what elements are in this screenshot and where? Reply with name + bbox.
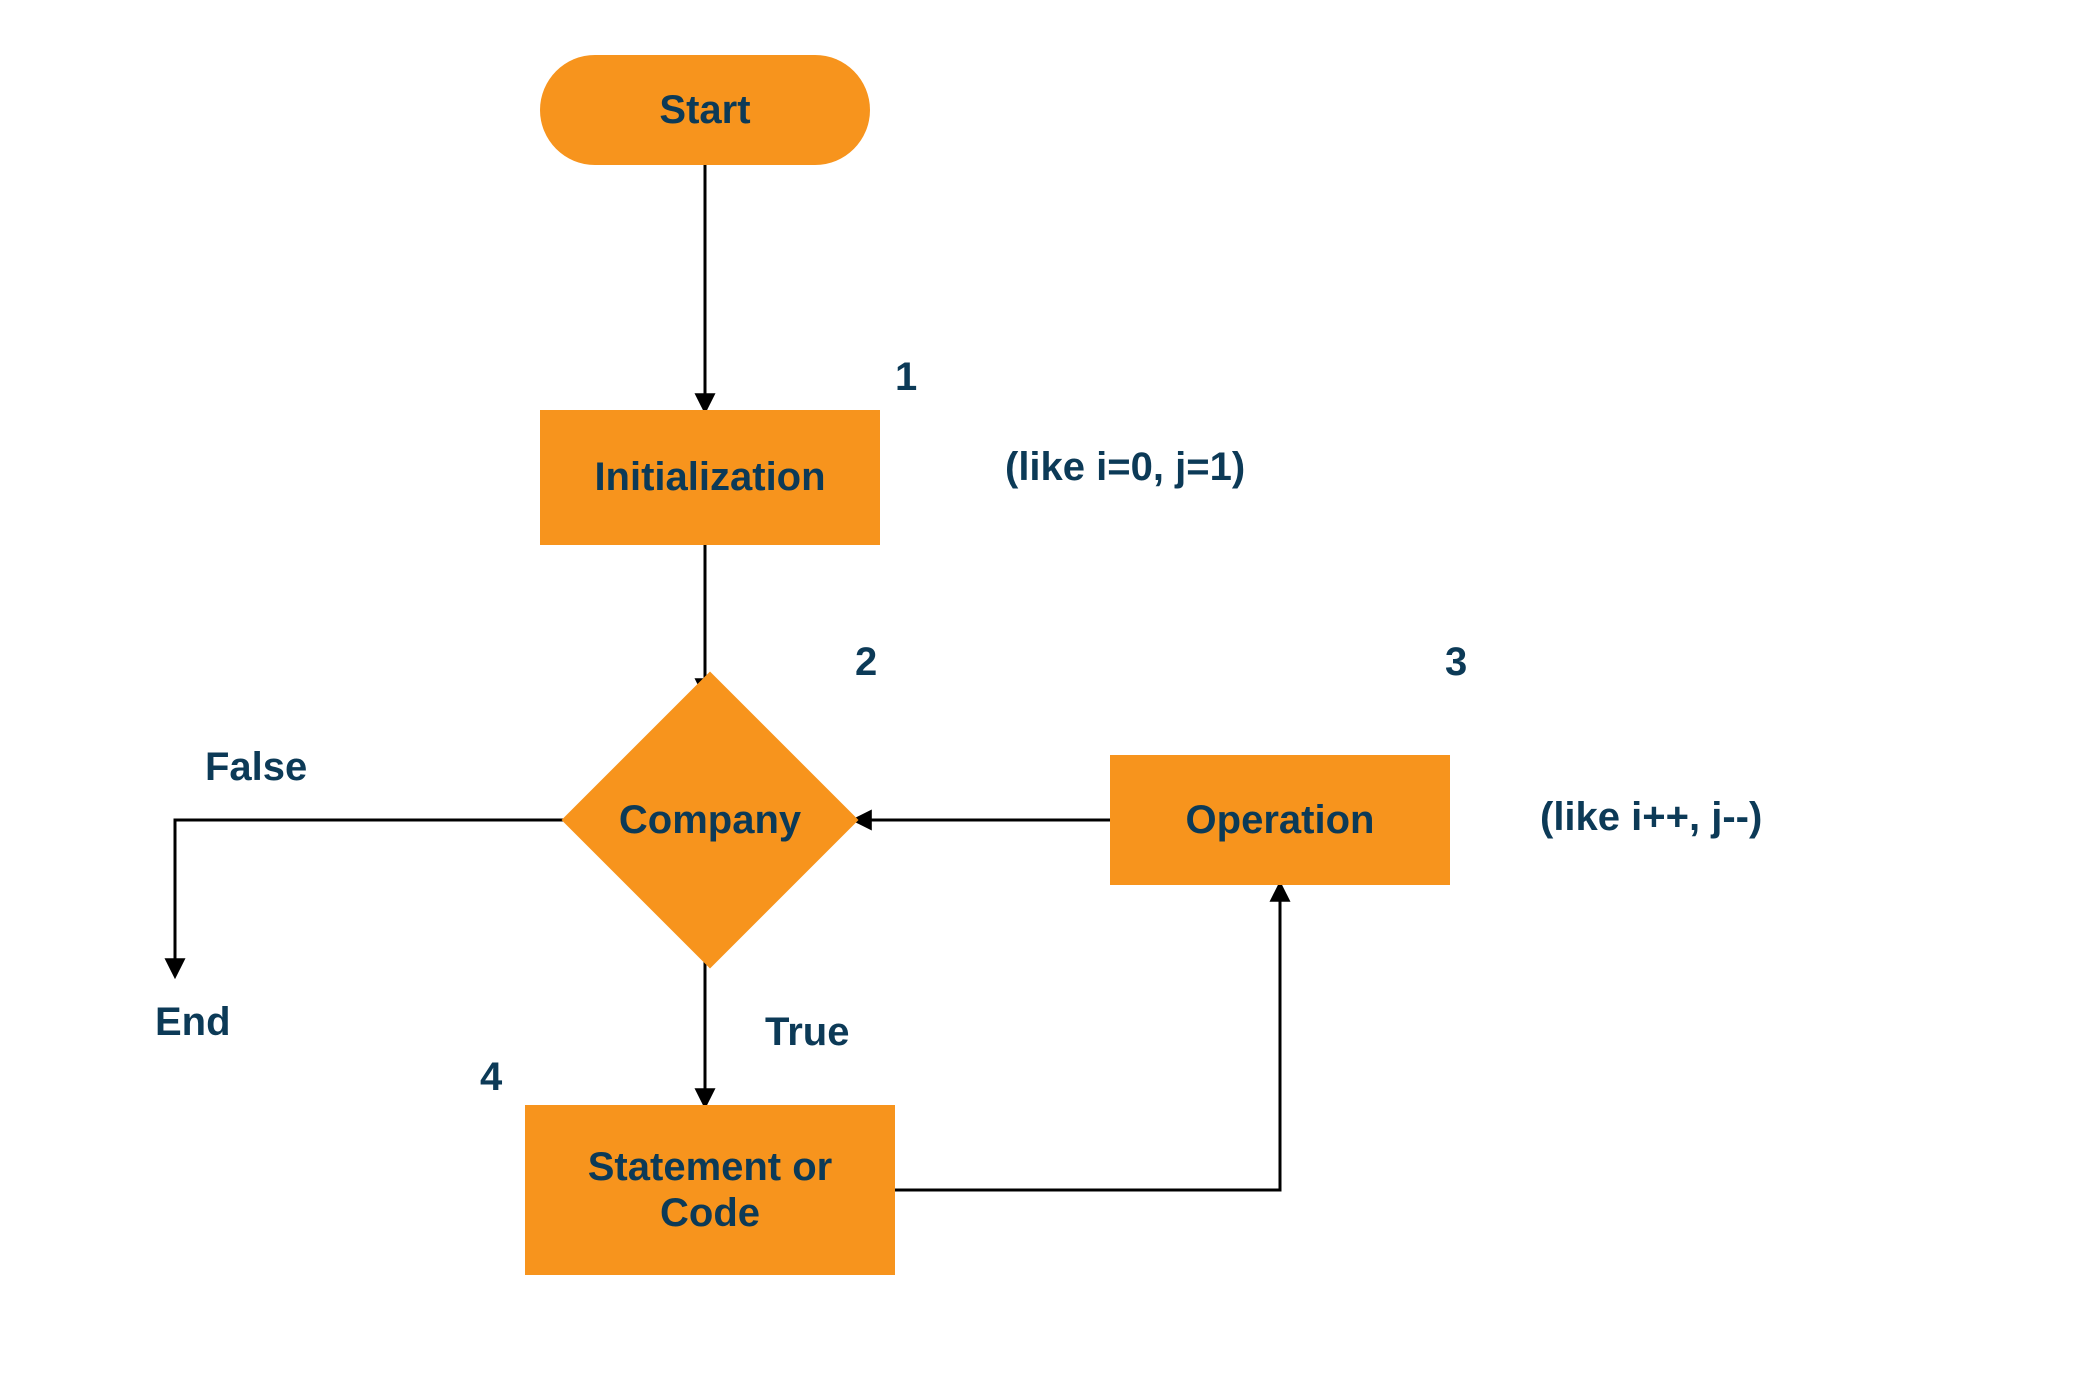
statement-number: 4 <box>480 1055 502 1100</box>
operation-note: (like i++, j--) <box>1540 795 1762 840</box>
company-decision-node: Company <box>560 690 860 950</box>
initialization-label: Initialization <box>594 455 825 500</box>
statement-label: Statement or Code <box>545 1144 875 1236</box>
company-label: Company <box>560 690 860 950</box>
start-label: Start <box>659 88 750 133</box>
operation-label: Operation <box>1186 798 1375 843</box>
operation-number: 3 <box>1445 640 1467 685</box>
initialization-number: 1 <box>895 355 917 400</box>
end-label: End <box>155 1000 231 1045</box>
true-label: True <box>765 1010 849 1055</box>
operation-node: Operation <box>1110 755 1450 885</box>
edges-layer <box>0 0 2100 1400</box>
initialization-node: Initialization <box>540 410 880 545</box>
false-label: False <box>205 745 307 790</box>
initialization-note: (like i=0, j=1) <box>1005 445 1245 490</box>
edge <box>895 885 1280 1190</box>
edge <box>175 820 565 975</box>
company-number: 2 <box>855 640 877 685</box>
flowchart-canvas: Start Initialization 1 Company 2 Operati… <box>0 0 2100 1400</box>
statement-node: Statement or Code <box>525 1105 895 1275</box>
start-node: Start <box>540 55 870 165</box>
